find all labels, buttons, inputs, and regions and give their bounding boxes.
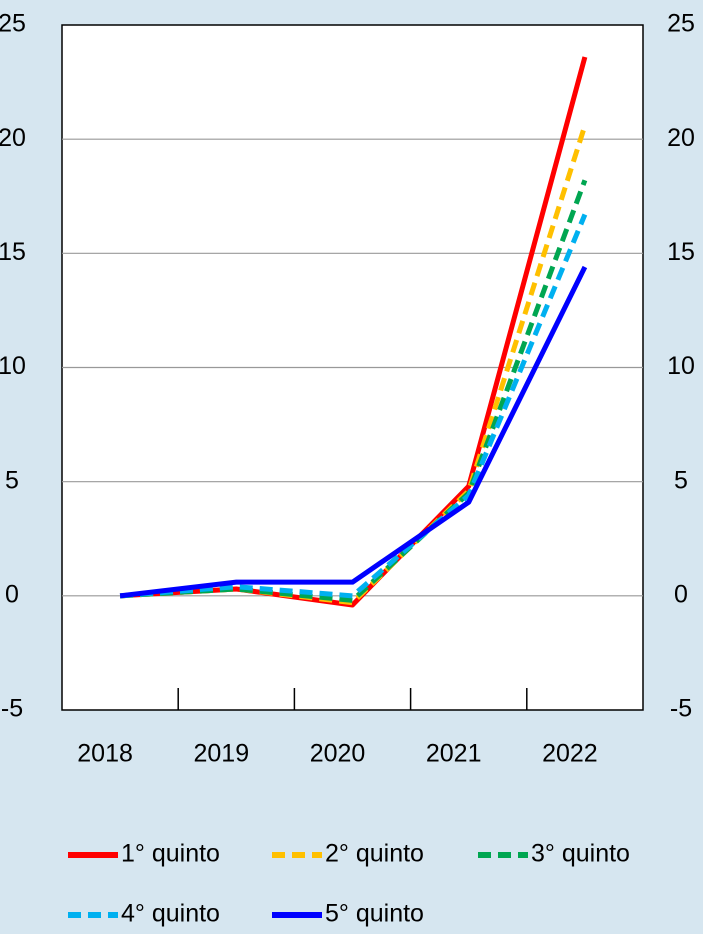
x-tick-label: 2019	[193, 740, 249, 768]
series-line	[119, 56, 588, 608]
y-tick-label: 10	[0, 352, 26, 380]
legend-label: 5° quinto	[325, 900, 424, 928]
y2-tick-label: 15	[667, 238, 695, 266]
y-tick-label: 25	[0, 10, 26, 38]
series-line	[119, 124, 588, 606]
x-tick-label: 2022	[542, 740, 598, 768]
y2-tick-label: 0	[674, 580, 688, 608]
y-tick-label: 5	[5, 466, 19, 494]
y2-tick-label: -5	[670, 695, 692, 723]
y-tick-label: 15	[0, 238, 26, 266]
y2-tick-label: 10	[667, 352, 695, 380]
y2-tick-label: 25	[667, 10, 695, 38]
y-tick-label: 20	[0, 124, 26, 152]
series-line	[119, 213, 588, 599]
legend-label: 2° quinto	[325, 840, 424, 868]
y-tick-label: -5	[1, 695, 23, 723]
x-tick-label: 2018	[77, 740, 133, 768]
legend-label: 3° quinto	[531, 840, 630, 868]
x-tick-label: 2020	[310, 740, 366, 768]
x-tick-label: 2021	[426, 740, 482, 768]
series-line	[119, 265, 588, 599]
y2-tick-label: 5	[674, 466, 688, 494]
y2-tick-label: 20	[667, 124, 695, 152]
y-tick-label: 0	[5, 580, 19, 608]
series-line	[119, 179, 588, 603]
legend-label: 1° quinto	[121, 840, 220, 868]
legend-label: 4° quinto	[121, 900, 220, 928]
